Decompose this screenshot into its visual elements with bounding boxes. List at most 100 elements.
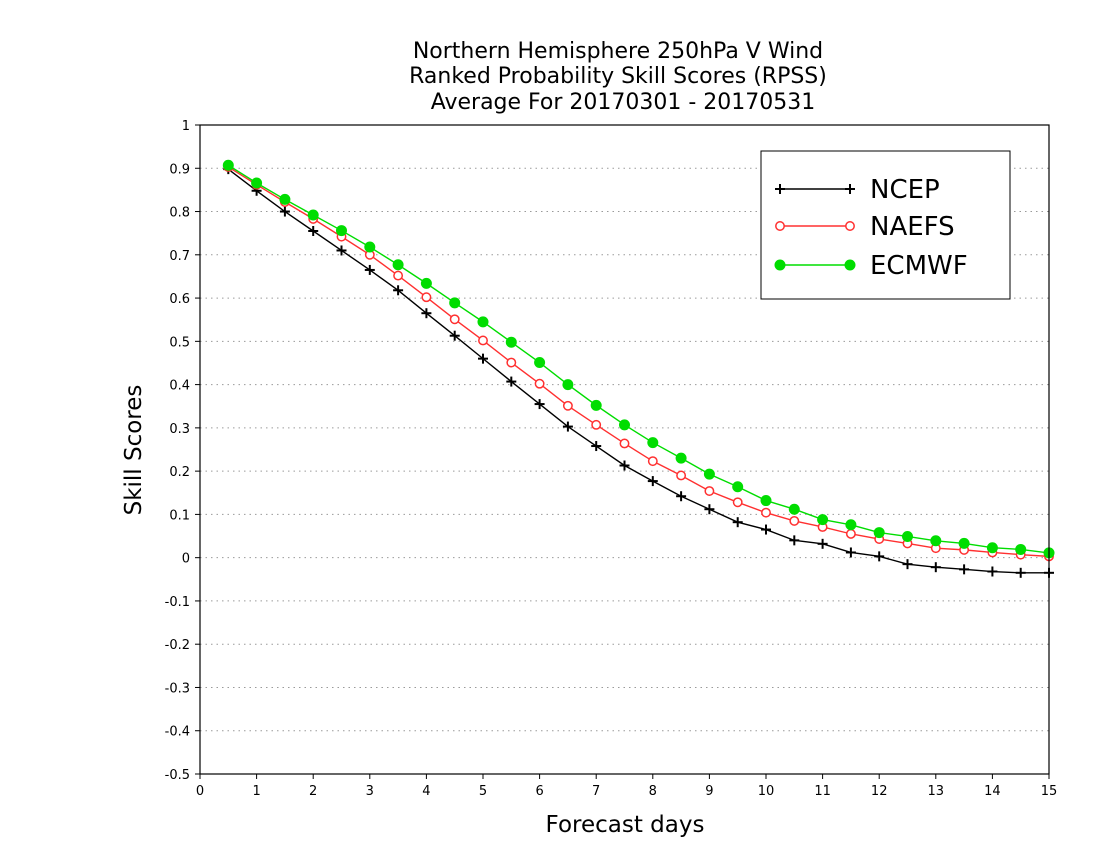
y-tick-label: 0 <box>182 552 190 567</box>
data-point-ecmwf <box>251 177 263 189</box>
data-point-ncep <box>279 206 290 217</box>
data-point-ecmwf <box>392 259 404 271</box>
data-point-naefs <box>647 456 658 467</box>
x-axis: 0 1 2 3 4 5 6 7 8 9 10 11 12 13 14 15 <box>196 774 1057 799</box>
y-tick-label: 0.1 <box>169 508 190 523</box>
data-point-naefs <box>619 438 630 449</box>
x-tick-label: 9 <box>705 784 713 799</box>
x-tick-label: 14 <box>984 784 1001 799</box>
data-point-naefs <box>676 470 687 481</box>
data-point-ncep <box>364 264 375 275</box>
data-point-ecmwf <box>222 159 234 171</box>
data-point-ecmwf <box>845 519 857 531</box>
x-tick-label: 0 <box>196 784 204 799</box>
x-tick-label: 3 <box>366 784 374 799</box>
legend-marker-naefs <box>775 221 785 231</box>
data-point-ecmwf <box>817 514 829 526</box>
y-tick-label: -0.1 <box>165 595 190 610</box>
x-tick-label: 8 <box>649 784 657 799</box>
y-tick-label: -0.4 <box>165 725 190 740</box>
x-tick-label: 10 <box>758 784 775 799</box>
x-tick-label: 5 <box>479 784 487 799</box>
data-point-ecmwf <box>732 481 744 493</box>
data-point-ncep <box>421 308 432 319</box>
y-tick-label: 0.6 <box>169 292 190 307</box>
data-point-ncep <box>902 559 913 570</box>
x-tick-label: 15 <box>1041 784 1058 799</box>
data-point-ncep <box>506 376 517 387</box>
data-point-ncep <box>845 547 856 558</box>
data-point-naefs <box>789 515 800 526</box>
x-axis-label: Forecast days <box>546 812 705 838</box>
data-point-naefs <box>421 292 432 303</box>
y-tick-label: 0.5 <box>169 335 190 350</box>
y-tick-label: -0.2 <box>165 638 190 653</box>
y-tick-label: 0.2 <box>169 465 190 480</box>
data-point-ncep <box>987 566 998 577</box>
x-tick-label: 7 <box>592 784 600 799</box>
y-tick-label: 0.4 <box>169 379 190 394</box>
data-point-ecmwf <box>477 316 489 328</box>
data-point-ecmwf <box>647 437 659 449</box>
data-point-ncep <box>817 538 828 549</box>
title-line-3: Average For 20170301 - 20170531 <box>431 90 816 115</box>
data-point-ncep <box>732 517 743 528</box>
data-point-naefs <box>761 507 771 518</box>
legend-marker-ncep <box>845 184 855 194</box>
data-point-ecmwf <box>336 225 347 237</box>
data-point-ncep <box>1015 567 1026 578</box>
y-axis-label: Skill Scores <box>121 385 147 516</box>
data-point-ncep <box>591 441 602 452</box>
series-lines <box>222 159 1055 578</box>
data-point-naefs <box>732 497 743 508</box>
y-tick-label: 1 <box>182 119 190 134</box>
legend-label-ncep: NCEP <box>870 175 940 205</box>
legend-box <box>760 150 1011 300</box>
data-point-ecmwf <box>760 495 772 507</box>
data-point-ncep <box>761 524 771 535</box>
data-point-ncep <box>478 353 488 364</box>
data-point-ncep <box>393 285 404 296</box>
data-point-ncep <box>874 551 885 562</box>
data-point-ecmwf <box>619 419 630 431</box>
data-point-ecmwf <box>986 542 998 554</box>
x-tick-label: 1 <box>252 784 260 799</box>
data-point-naefs <box>506 357 517 368</box>
data-point-ncep <box>562 421 573 432</box>
x-tick-label: 6 <box>535 784 543 799</box>
title-line-1: Northern Hemisphere 250hPa V Wind <box>413 39 823 64</box>
legend-marker-ncep <box>775 184 785 194</box>
x-tick-label: 13 <box>928 784 945 799</box>
data-point-naefs <box>562 400 573 411</box>
x-tick-label: 4 <box>422 784 430 799</box>
data-point-ecmwf <box>930 535 942 547</box>
legend-marker-ecmwf <box>844 259 856 271</box>
legend-label-ecmwf: ECMWF <box>870 251 968 281</box>
data-point-naefs <box>449 314 460 325</box>
data-point-ecmwf <box>307 209 319 221</box>
data-point-ecmwf <box>505 336 517 348</box>
title-line-2: Ranked Probability Skill Scores (RPSS) <box>409 64 827 89</box>
y-tick-label: 0.8 <box>169 206 190 221</box>
y-tick-label: 0.9 <box>169 162 190 177</box>
y-tick-label: 0.3 <box>169 422 190 437</box>
x-tick-label: 11 <box>814 784 831 799</box>
data-point-naefs <box>534 378 545 389</box>
data-point-ecmwf <box>958 537 970 549</box>
data-point-ncep <box>534 399 545 410</box>
data-point-naefs <box>478 335 488 346</box>
data-point-ecmwf <box>675 452 687 464</box>
legend-marker-ecmwf <box>774 259 786 271</box>
data-point-ecmwf <box>449 297 461 309</box>
legend-marker-naefs <box>845 221 855 231</box>
data-point-ecmwf <box>788 503 800 515</box>
y-tick-label: 0.7 <box>169 249 190 264</box>
data-point-ncep <box>704 504 715 515</box>
legend: NCEP NAEFS ECMWF <box>760 150 1011 300</box>
data-point-ncep <box>959 564 970 575</box>
data-point-naefs <box>393 270 404 281</box>
data-point-ncep <box>676 491 687 502</box>
x-tick-label: 12 <box>871 784 888 799</box>
data-point-ncep <box>930 562 941 573</box>
data-point-ecmwf <box>590 399 602 411</box>
